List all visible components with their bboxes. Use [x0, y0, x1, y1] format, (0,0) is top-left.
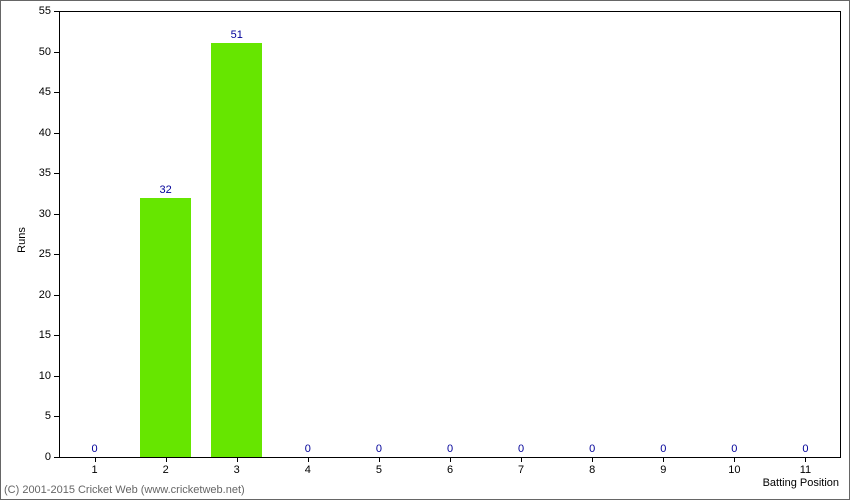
- y-tick-label: 20: [29, 289, 51, 301]
- bar-value-label: 0: [447, 443, 453, 455]
- x-tick-label: 6: [447, 464, 453, 476]
- bar-value-label: 0: [589, 443, 595, 455]
- y-tick-label: 0: [29, 451, 51, 463]
- y-tick: [54, 457, 59, 458]
- x-tick: [379, 457, 380, 462]
- x-tick-label: 1: [91, 464, 97, 476]
- x-tick: [734, 457, 735, 462]
- y-tick-label: 55: [29, 5, 51, 17]
- bar-value-label: 0: [802, 443, 808, 455]
- y-tick: [54, 376, 59, 377]
- x-tick-label: 7: [518, 464, 524, 476]
- y-tick: [54, 335, 59, 336]
- y-tick: [54, 295, 59, 296]
- bar-value-label: 0: [305, 443, 311, 455]
- y-tick: [54, 133, 59, 134]
- copyright-text: (C) 2001-2015 Cricket Web (www.cricketwe…: [4, 484, 245, 496]
- y-tick-label: 5: [29, 410, 51, 422]
- x-tick-label: 4: [305, 464, 311, 476]
- y-tick-label: 50: [29, 46, 51, 58]
- x-tick-label: 10: [728, 464, 740, 476]
- y-tick: [54, 52, 59, 53]
- x-tick: [166, 457, 167, 462]
- bar-value-label: 0: [660, 443, 666, 455]
- x-tick: [521, 457, 522, 462]
- bar-value-label: 32: [160, 184, 172, 196]
- x-axis-label: Batting Position: [763, 477, 839, 489]
- bar: [211, 43, 262, 457]
- x-tick: [237, 457, 238, 462]
- bar-value-label: 0: [731, 443, 737, 455]
- y-axis-line: [59, 11, 60, 457]
- x-tick-label: 8: [589, 464, 595, 476]
- bar-value-label: 0: [91, 443, 97, 455]
- x-tick-label: 11: [800, 464, 811, 476]
- y-tick: [54, 173, 59, 174]
- x-tick-label: 2: [163, 464, 169, 476]
- x-tick: [592, 457, 593, 462]
- x-tick-label: 3: [234, 464, 240, 476]
- y-tick: [54, 214, 59, 215]
- bar-value-label: 51: [231, 29, 243, 41]
- y-tick-label: 35: [29, 167, 51, 179]
- y-tick-label: 25: [29, 248, 51, 260]
- y-tick-label: 15: [29, 329, 51, 341]
- y-tick-label: 10: [29, 370, 51, 382]
- bar: [140, 198, 191, 457]
- y-axis-label: Runs: [16, 227, 28, 253]
- x-tick: [95, 457, 96, 462]
- y-tick-label: 30: [29, 208, 51, 220]
- x-tick-label: 9: [660, 464, 666, 476]
- bar-value-label: 0: [518, 443, 524, 455]
- y-tick-label: 45: [29, 86, 51, 98]
- y-tick: [54, 11, 59, 12]
- y-tick: [54, 254, 59, 255]
- chart-container: Runs Batting Position (C) 2001-2015 Cric…: [0, 0, 850, 500]
- x-tick: [805, 457, 806, 462]
- y-tick-label: 40: [29, 127, 51, 139]
- y-tick: [54, 92, 59, 93]
- x-tick: [308, 457, 309, 462]
- y-tick: [54, 416, 59, 417]
- bar-value-label: 0: [376, 443, 382, 455]
- x-tick: [450, 457, 451, 462]
- x-tick-label: 5: [376, 464, 382, 476]
- x-tick: [663, 457, 664, 462]
